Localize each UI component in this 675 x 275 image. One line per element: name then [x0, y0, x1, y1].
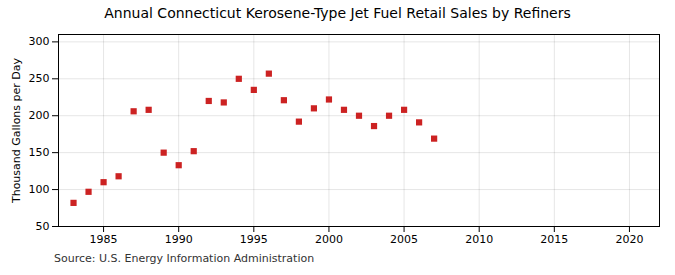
svg-text:1990: 1990: [165, 233, 193, 246]
svg-text:2005: 2005: [390, 233, 418, 246]
svg-text:2020: 2020: [615, 233, 643, 246]
svg-text:2000: 2000: [315, 233, 343, 246]
svg-text:1985: 1985: [90, 233, 118, 246]
svg-text:1995: 1995: [240, 233, 268, 246]
svg-text:50: 50: [36, 220, 50, 233]
html-text:Annual Connecticut Kerosene-Ty: Annual Connecticut Kerosene-Type Jet Fue…: [104, 5, 571, 21]
svg-text:Thousand Gallons per Day: Thousand Gallons per Day: [10, 57, 23, 204]
svg-text:250: 250: [29, 72, 50, 85]
svg-text:150: 150: [29, 146, 50, 159]
svg-text:100: 100: [29, 183, 50, 196]
svg-text:200: 200: [29, 109, 50, 122]
svg-text:2010: 2010: [465, 233, 493, 246]
html-text:Source: U.S. Energy Informatio: Source: U.S. Energy Information Administ…: [54, 252, 315, 265]
svg-text:300: 300: [29, 35, 50, 48]
svg-text:2015: 2015: [540, 233, 568, 246]
